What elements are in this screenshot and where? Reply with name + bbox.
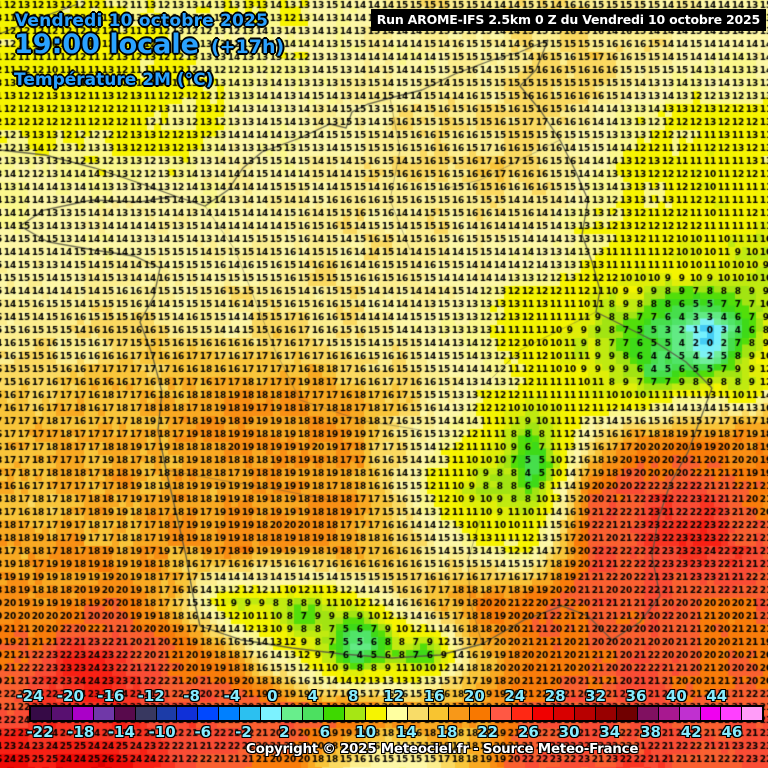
legend-swatch xyxy=(512,707,534,720)
legend-swatch xyxy=(679,707,701,720)
legend-color-bar xyxy=(29,705,764,722)
local-time-text: 19:00 locale xyxy=(14,29,199,60)
legend-swatch xyxy=(386,707,408,720)
variable-label: Température 2M (°C) xyxy=(14,70,214,90)
legend-swatch xyxy=(407,707,429,720)
legend-swatch xyxy=(72,707,94,720)
legend-label-below: 2 xyxy=(278,723,290,741)
legend-label-above: -8 xyxy=(183,687,200,705)
legend-label-above: 28 xyxy=(544,687,566,705)
copyright-label: Copyright © 2025 Meteociel.fr - Source M… xyxy=(246,741,639,757)
legend-swatch xyxy=(721,707,743,720)
legend-label-above: -24 xyxy=(16,687,44,705)
legend-label-below: -22 xyxy=(26,723,54,741)
legend-swatch xyxy=(93,707,115,720)
legend-label-above: -20 xyxy=(56,687,84,705)
legend-label-above: -16 xyxy=(97,687,125,705)
legend-label-above: 24 xyxy=(504,687,526,705)
time-label: 19:00 locale (+17h) xyxy=(14,29,284,60)
legend-label-below: -14 xyxy=(107,723,135,741)
legend-swatch xyxy=(135,707,157,720)
legend-label-below: -18 xyxy=(67,723,95,741)
legend-label-below: 6 xyxy=(319,723,331,741)
legend-swatch xyxy=(51,707,73,720)
legend-label-below: -2 xyxy=(235,723,252,741)
legend-label-below: 22 xyxy=(477,723,499,741)
legend-label-above: 44 xyxy=(706,687,728,705)
temperature-legend: -24 -20 -16 -12 -8 -4 0 4 8 12 16 20 24 28 32 36 40 44 -22… xyxy=(0,688,768,742)
run-info-badge: Run AROME-IFS 2.5km 0 Z du Vendredi 10 o… xyxy=(370,9,766,31)
legend-swatch xyxy=(428,707,450,720)
legend-label-below: 18 xyxy=(436,723,458,741)
legend-swatch xyxy=(637,707,659,720)
legend-swatch xyxy=(261,707,283,720)
legend-swatch xyxy=(282,707,303,720)
legend-label-below: 42 xyxy=(680,723,702,741)
legend-swatch xyxy=(595,707,617,720)
legend-swatch xyxy=(240,707,262,720)
legend-swatch xyxy=(491,707,513,720)
legend-label-above: -12 xyxy=(137,687,165,705)
legend-label-below: 30 xyxy=(558,723,580,741)
legend-swatch xyxy=(198,707,220,720)
legend-label-below: 34 xyxy=(599,723,621,741)
legend-swatch xyxy=(742,707,763,720)
legend-label-below: -10 xyxy=(148,723,176,741)
legend-label-above: 20 xyxy=(463,687,485,705)
legend-label-above: 12 xyxy=(383,687,405,705)
legend-label-above: 0 xyxy=(267,687,278,705)
legend-label-above: 4 xyxy=(307,687,319,705)
forecast-offset-text: (+17h) xyxy=(210,36,285,58)
legend-label-above: 8 xyxy=(347,687,359,705)
legend-label-above: -4 xyxy=(223,687,241,705)
legend-swatch xyxy=(616,707,638,720)
legend-label-below: 14 xyxy=(395,723,417,741)
legend-swatch xyxy=(470,707,492,720)
legend-swatch xyxy=(177,707,199,720)
legend-label-below: 26 xyxy=(517,723,539,741)
legend-swatch xyxy=(658,707,680,720)
legend-swatch xyxy=(365,707,387,720)
legend-swatch xyxy=(114,707,136,720)
legend-label-below: 46 xyxy=(721,723,743,741)
legend-swatch xyxy=(344,707,366,720)
legend-swatch xyxy=(554,707,575,720)
legend-label-above: 36 xyxy=(625,687,647,705)
legend-swatch xyxy=(219,707,241,720)
legend-swatch xyxy=(449,707,471,720)
legend-label-above: 32 xyxy=(585,687,607,705)
legend-swatch xyxy=(700,707,722,720)
legend-label-below: -6 xyxy=(194,723,212,741)
legend-swatch xyxy=(31,707,52,720)
legend-swatch xyxy=(156,707,178,720)
legend-swatch xyxy=(574,707,596,720)
date-label: Vendredi 10 octobre 2025 xyxy=(15,11,269,31)
legend-swatch xyxy=(323,707,345,720)
legend-swatch xyxy=(533,707,555,720)
legend-label-below: 10 xyxy=(355,723,377,741)
legend-label-above: 16 xyxy=(423,687,445,705)
legend-label-below: 38 xyxy=(640,723,661,741)
legend-label-above: 40 xyxy=(665,687,687,705)
legend-swatch xyxy=(302,707,324,720)
